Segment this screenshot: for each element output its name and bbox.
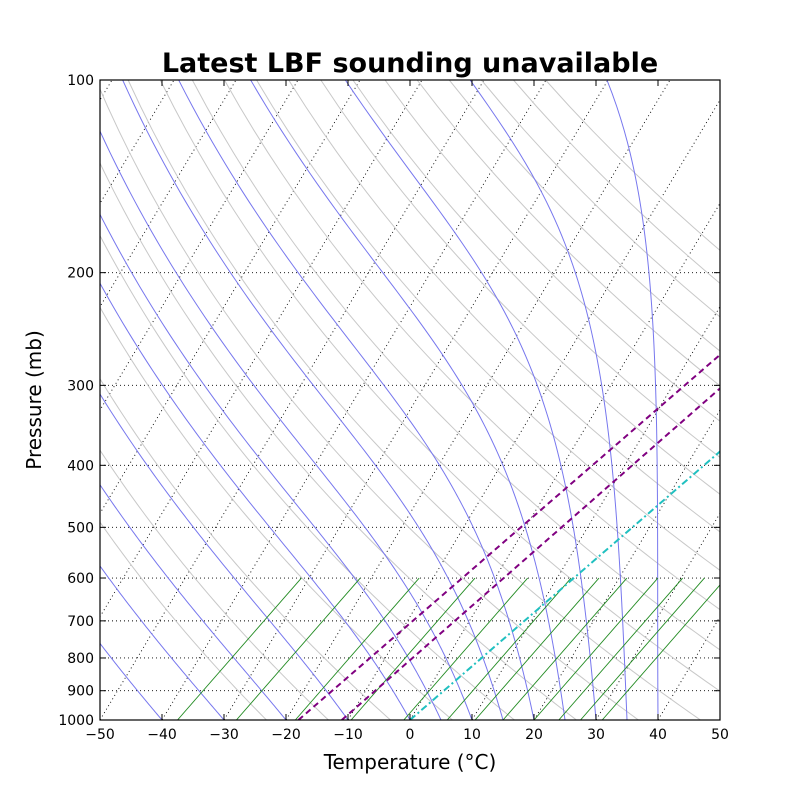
moist-adiabat-lines — [100, 80, 659, 720]
moist-adiabat-line — [178, 80, 535, 720]
x-axis-label: Temperature (°C) — [323, 750, 497, 774]
moist-adiabat-line — [122, 80, 504, 720]
x-tick-label: −40 — [147, 727, 177, 743]
mixing-ratio-line — [403, 577, 529, 720]
plot-background — [100, 80, 720, 720]
dashed-profile-line — [297, 353, 720, 720]
x-tick-label: −50 — [85, 727, 115, 743]
chart-title: Latest LBF sounding unavailable — [162, 48, 658, 79]
y-tick-label: 1000 — [58, 713, 94, 729]
x-tick-label: 40 — [649, 727, 667, 743]
dry-adiabat-line — [100, 521, 268, 720]
mixing-ratio-line — [533, 577, 659, 720]
y-tick-label: 800 — [67, 651, 94, 667]
dry-adiabat-line — [100, 234, 516, 720]
moist-adiabat-line — [100, 642, 163, 720]
dry-adiabat-line — [127, 80, 702, 720]
mixing-ratio-line — [294, 577, 420, 720]
mixing-ratio-line — [446, 577, 572, 720]
mixing-ratio-line — [558, 577, 684, 720]
profile-series — [297, 353, 720, 720]
dashed-profile-line — [341, 387, 720, 720]
x-tick-label: −10 — [333, 727, 363, 743]
moist-adiabat-line — [100, 565, 225, 720]
y-axis-label: Pressure (mb) — [22, 330, 46, 470]
y-tick-label: 900 — [67, 684, 94, 700]
dry-adiabat-line — [191, 80, 720, 651]
dash-dot-profile-line — [409, 450, 720, 720]
dry-adiabat-line — [448, 80, 720, 352]
dry-adiabat-lines — [100, 80, 720, 720]
y-axis-ticks: 1000 900 800 700 600 500 400 300 200 100 — [58, 73, 720, 729]
dry-adiabat-line — [288, 80, 720, 533]
x-tick-label: 30 — [587, 727, 605, 743]
dry-adiabat-line — [100, 87, 640, 720]
y-tick-label: 600 — [67, 571, 94, 587]
moist-adiabat-line — [100, 213, 442, 720]
dry-adiabat-line — [224, 80, 720, 611]
dry-adiabat-line — [159, 80, 720, 692]
dry-adiabat-line — [100, 449, 330, 720]
dry-adiabat-line — [256, 80, 720, 571]
y-tick-label: 300 — [67, 378, 94, 394]
y-tick-label: 200 — [67, 266, 94, 282]
x-tick-label: −20 — [271, 727, 301, 743]
y-tick-label: 700 — [67, 614, 94, 630]
y-tick-label: 100 — [67, 73, 94, 89]
y-tick-label: 500 — [67, 520, 94, 536]
moist-adiabat-line — [469, 80, 628, 720]
mixing-ratio-lines — [177, 577, 720, 720]
moist-adiabat-line — [250, 80, 566, 720]
moist-adiabat-line — [100, 483, 287, 720]
isobar-gridlines — [100, 80, 720, 720]
x-tick-label: −30 — [209, 727, 239, 743]
mixing-ratio-line — [474, 577, 600, 720]
y-tick-label: 400 — [67, 458, 94, 474]
mixing-ratio-line — [177, 577, 302, 720]
dry-adiabat-line — [100, 306, 454, 720]
mixing-ratio-line — [601, 584, 720, 720]
isotherm-line — [719, 719, 720, 720]
mixing-ratio-line — [580, 577, 705, 720]
dry-adiabat-line — [384, 80, 720, 422]
dry-adiabat-line — [416, 80, 720, 387]
x-axis-ticks: −50 −40 −30 −20 −10 0 10 20 30 40 50 — [85, 80, 729, 743]
x-tick-label: 20 — [525, 727, 543, 743]
mixing-ratio-line — [350, 577, 476, 720]
moist-adiabat-line — [606, 80, 659, 720]
moist-adiabat-line — [344, 80, 597, 720]
dry-adiabat-line — [320, 80, 720, 495]
dry-adiabat-line — [352, 80, 720, 459]
mixing-ratio-line — [236, 577, 361, 720]
x-tick-label: 10 — [463, 727, 481, 743]
moist-adiabat-line — [100, 130, 473, 720]
moist-adiabat-line — [100, 282, 411, 720]
moist-adiabat-line — [100, 393, 349, 720]
dry-adiabat-line — [100, 377, 392, 720]
dry-adiabat-line — [100, 161, 578, 720]
x-tick-label: 50 — [711, 727, 729, 743]
mixing-ratio-line — [502, 577, 628, 720]
x-tick-label: 0 — [406, 727, 415, 743]
